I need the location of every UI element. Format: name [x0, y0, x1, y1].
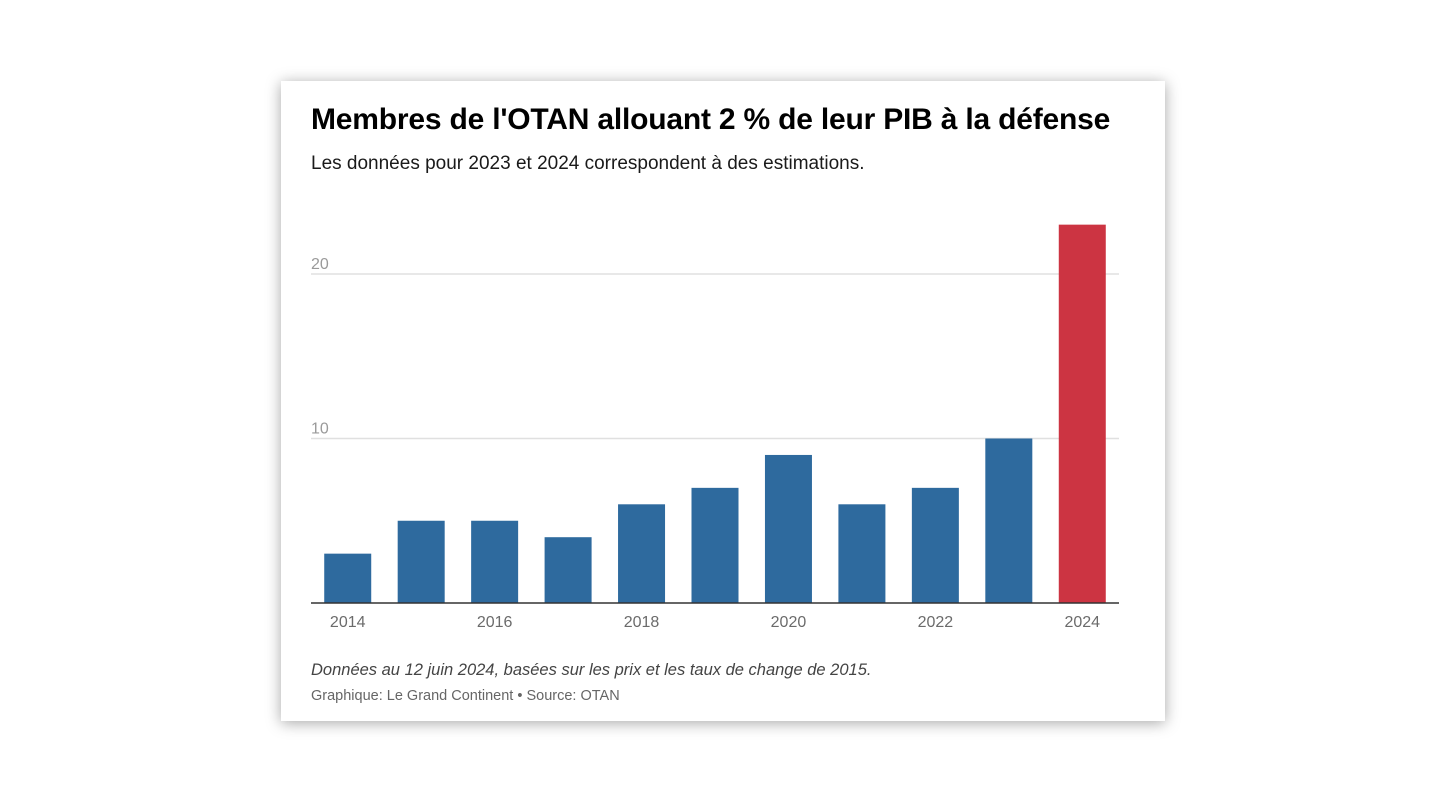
- bar-2023: [985, 438, 1033, 603]
- y-tick-label-10: 10: [311, 421, 329, 438]
- chart-title: Membres de l'OTAN allouant 2 % de leur P…: [311, 103, 1111, 136]
- bar-2022: [911, 487, 959, 603]
- x-tick-label-2016: 2016: [477, 614, 513, 631]
- y-tick-label-20: 20: [311, 256, 329, 273]
- bar-2020: [764, 454, 812, 603]
- x-tick-label-2018: 2018: [624, 614, 660, 631]
- x-tick-label-2022: 2022: [918, 614, 954, 631]
- bar-2015: [397, 520, 445, 603]
- chart-note: Données au 12 juin 2024, basées sur les …: [311, 661, 872, 679]
- chart-credit: Graphique: Le Grand Continent • Source: …: [311, 688, 620, 704]
- bar-chart: 10 20 2014 2016 2018 2020 2022 2024: [311, 224, 1119, 631]
- x-tick-label-2014: 2014: [330, 614, 366, 631]
- chart-card: Membres de l'OTAN allouant 2 % de leur P…: [281, 81, 1165, 721]
- x-tick-label-2024: 2024: [1064, 614, 1100, 631]
- bar-2019: [691, 487, 739, 603]
- bar-2024: [1058, 224, 1106, 603]
- chart-subtitle: Les données pour 2023 et 2024 correspond…: [311, 153, 865, 174]
- x-tick-label-2020: 2020: [771, 614, 807, 631]
- bar-2018: [618, 504, 666, 603]
- bar-2021: [838, 504, 886, 603]
- bar-2016: [471, 520, 519, 603]
- bar-2014: [324, 553, 372, 603]
- bar-2017: [544, 537, 592, 603]
